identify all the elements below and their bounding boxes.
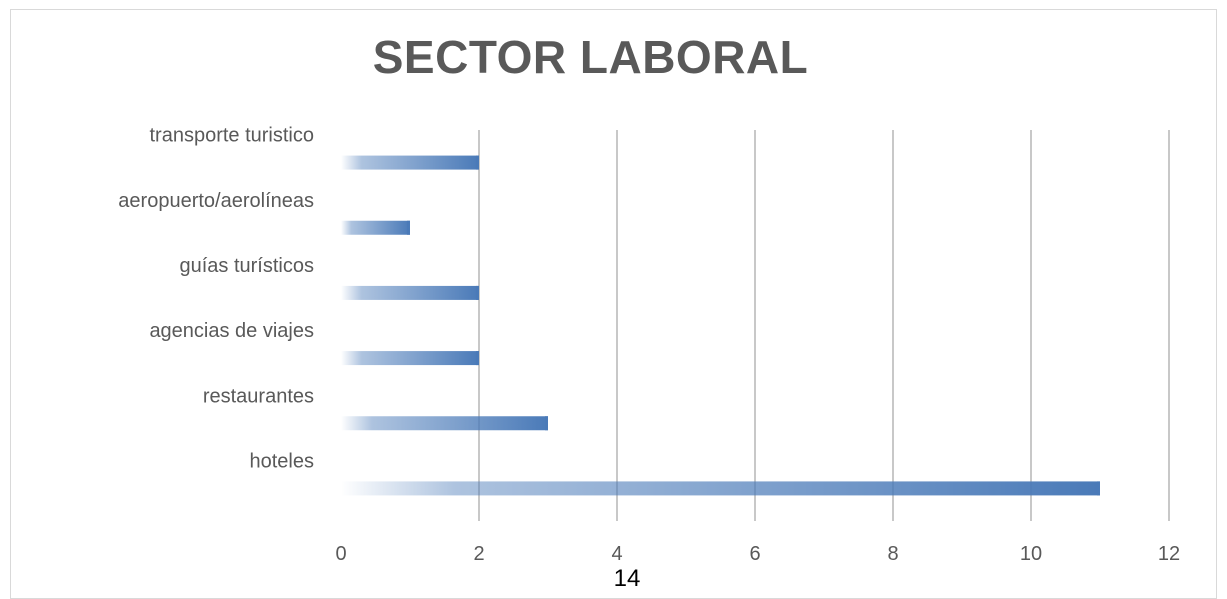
x-tick-label: 6 [749, 543, 760, 565]
category-labels: transporte turistico aeropuerto/aerolínea… [118, 125, 314, 473]
x-tick-label: 0 [335, 543, 346, 565]
category-label: guías turísticos [179, 255, 314, 277]
bar-end [1097, 481, 1100, 496]
bar-end [476, 351, 479, 366]
page-number: 14 [613, 565, 641, 592]
bar [341, 155, 479, 170]
x-tick-label: 4 [611, 543, 622, 565]
bar [341, 351, 479, 366]
bar [341, 220, 410, 235]
bars [341, 155, 1100, 496]
x-tick-label: 10 [1020, 543, 1042, 565]
category-label: aeropuerto/aerolíneas [118, 190, 314, 212]
bar-end [545, 416, 548, 431]
gridlines [478, 130, 1170, 521]
bar-end [407, 220, 410, 235]
bar [341, 285, 479, 300]
category-label: hoteles [250, 450, 315, 472]
x-tick-label: 2 [473, 543, 484, 565]
category-label: restaurantes [203, 385, 314, 407]
category-label: transporte turistico [149, 125, 314, 147]
category-label: agencias de viajes [149, 320, 314, 342]
chart-frame [10, 9, 1217, 599]
x-axis-tick-labels: 0 2 4 6 8 10 12 [335, 543, 1180, 565]
x-tick-label: 8 [887, 543, 898, 565]
bar-chart: transporte turistico aeropuerto/aerolínea… [118, 125, 1180, 565]
bar [341, 481, 1100, 496]
bar-end [476, 285, 479, 300]
bar [341, 416, 548, 431]
chart-title: SECTOR LABORAL [372, 31, 809, 83]
x-tick-label: 12 [1158, 543, 1180, 565]
bar-end [476, 155, 479, 170]
